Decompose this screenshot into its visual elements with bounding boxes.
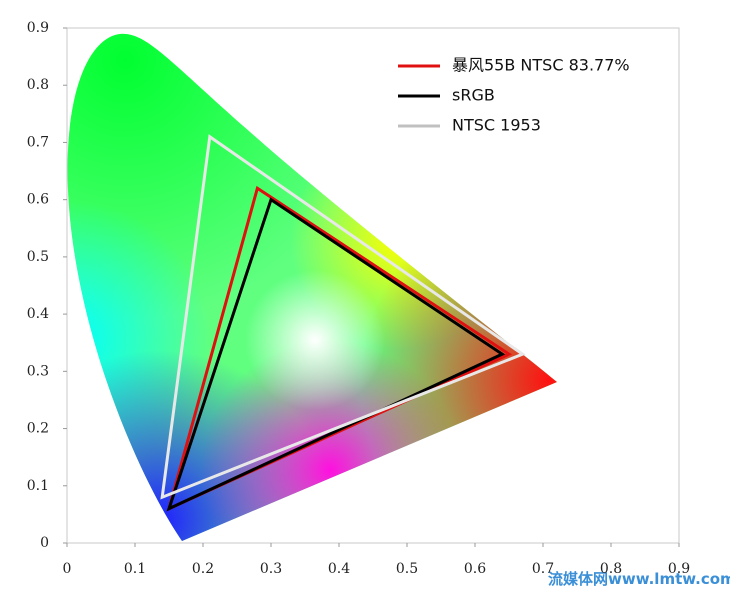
y-tick-label: 0.4: [27, 306, 49, 322]
legend-label: NTSC 1953: [452, 116, 541, 135]
gamut-triangle: [166, 197, 506, 512]
watermark: 流媒体网www.lmtw.com: [548, 570, 730, 588]
gamut-triangle: [160, 134, 526, 500]
x-tick-label: 0.5: [396, 561, 418, 577]
y-tick-label: 0.3: [27, 363, 49, 379]
y-tick-label: 0.5: [27, 249, 49, 265]
y-tick-label: 0.9: [27, 20, 49, 36]
x-tick-label: 0.7: [532, 561, 554, 577]
x-tick-label: 0.1: [124, 561, 146, 577]
legend-label: sRGB: [452, 86, 495, 105]
x-tick-label: 0.4: [328, 561, 350, 577]
x-tick-label: 0.3: [260, 561, 282, 577]
y-tick-label: 0.2: [27, 421, 49, 437]
x-tick-label: 0.9: [668, 561, 690, 577]
y-tick-label: 0.1: [27, 478, 49, 494]
y-tick-label: 0.7: [27, 134, 49, 150]
y-tick-label: 0.6: [27, 192, 49, 208]
x-tick-label: 0.6: [464, 561, 486, 577]
y-tick-label: 0.8: [27, 77, 49, 93]
x-tick-label: 0: [63, 561, 72, 577]
y-tick-label: 0: [40, 535, 49, 551]
x-tick-label: 0.2: [192, 561, 214, 577]
legend-label: 暴风55B NTSC 83.77%: [452, 56, 630, 75]
x-tick-label: 0.8: [600, 561, 622, 577]
